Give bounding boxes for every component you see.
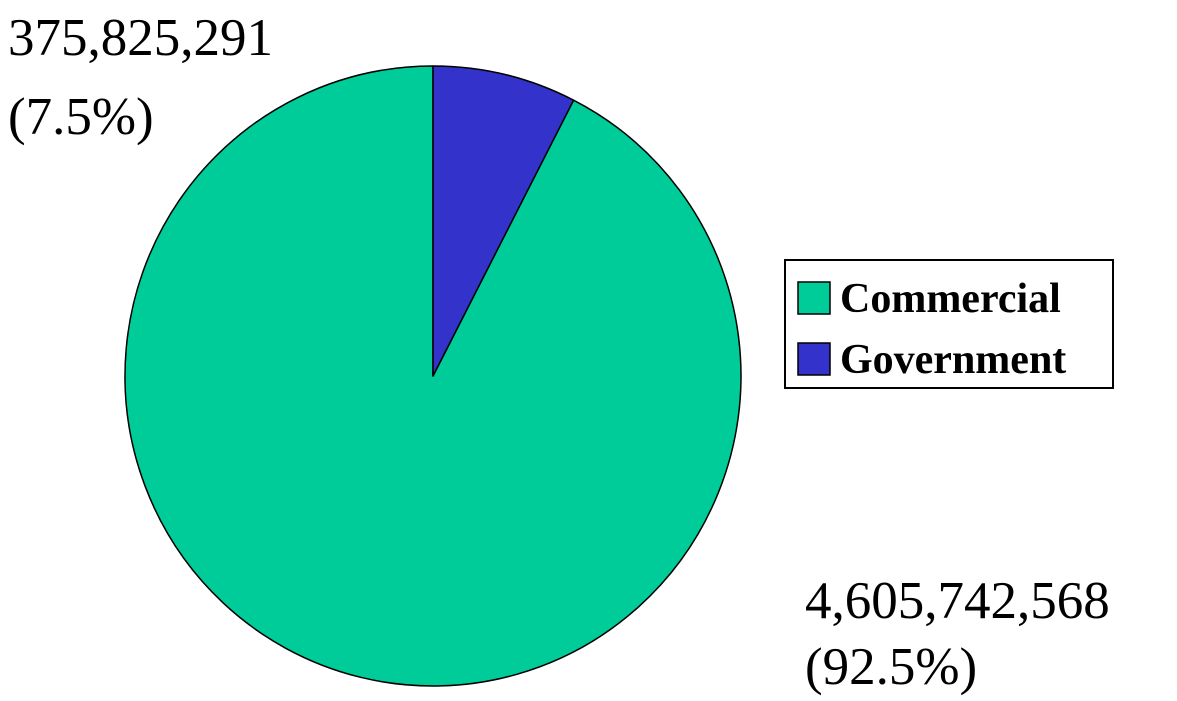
commercial-percent-label: (92.5%): [805, 638, 977, 696]
legend-swatch-government: [797, 342, 831, 376]
legend-swatch-commercial: [797, 281, 831, 315]
legend: Commercial Government: [784, 259, 1114, 389]
pie-slice-commercial: [124, 65, 742, 687]
government-percent-label: (7.5%): [8, 88, 154, 146]
government-value-label: 375,825,291: [8, 9, 273, 67]
pie-slice-government: [432, 65, 575, 377]
legend-box: [784, 259, 1114, 389]
legend-label-government: Government: [840, 337, 1066, 383]
pie-slices: [124, 65, 742, 687]
commercial-value-label: 4,605,742,568: [805, 572, 1110, 630]
legend-label-commercial: Commercial: [840, 276, 1061, 322]
